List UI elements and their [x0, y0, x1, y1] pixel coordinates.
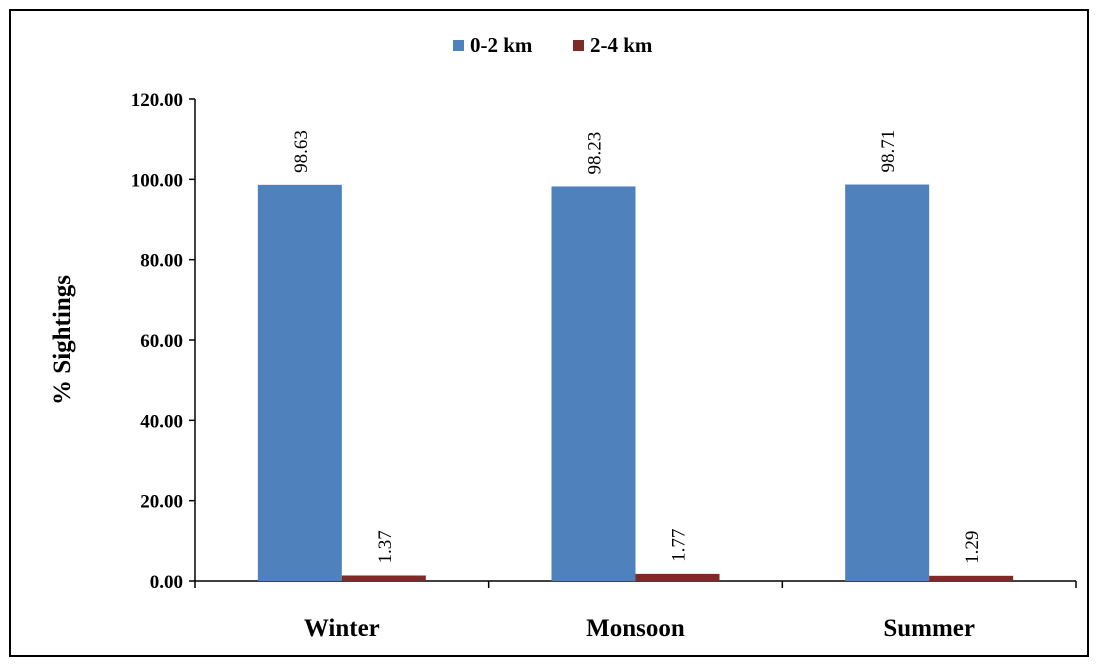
data-label: 98.63 [291, 130, 312, 173]
x-category-label: Winter [304, 615, 380, 642]
y-tick-label: 0.00 [150, 572, 183, 593]
y-axis-title: % Sightings [49, 275, 76, 405]
y-tick-label: 100.00 [131, 170, 183, 191]
bar [929, 575, 1014, 581]
data-label: 1.77 [669, 529, 690, 562]
y-tick-label: 80.00 [140, 251, 183, 272]
data-label: 1.37 [375, 530, 396, 563]
y-tick-label: 40.00 [140, 411, 183, 432]
bars: 98.63 1.37 98.23 1.77 98.71 1.29 [257, 130, 1014, 581]
legend-swatch [573, 40, 584, 51]
x-axis: Winter Monsoon Summer [194, 580, 1077, 642]
x-category-label: Summer [883, 615, 975, 642]
x-category-label: Monsoon [586, 615, 685, 642]
bar [341, 575, 426, 581]
data-label: 98.71 [878, 130, 899, 173]
legend-swatch [453, 40, 464, 51]
bar [257, 184, 342, 581]
y-axis: 0.00 20.00 40.00 60.00 80.00 100.00 120.00 [131, 90, 196, 593]
legend-label: 0-2 km [470, 33, 533, 57]
bar [635, 573, 720, 581]
bar [551, 186, 636, 581]
legend: 0-2 km 2-4 km [453, 33, 653, 57]
y-tick-label: 20.00 [140, 492, 183, 513]
data-label: 1.29 [962, 531, 983, 564]
data-label: 98.23 [585, 132, 606, 175]
y-tick-label: 120.00 [131, 90, 183, 111]
y-tick-label: 60.00 [140, 331, 183, 352]
bar [845, 184, 930, 581]
legend-label: 2-4 km [590, 33, 653, 57]
